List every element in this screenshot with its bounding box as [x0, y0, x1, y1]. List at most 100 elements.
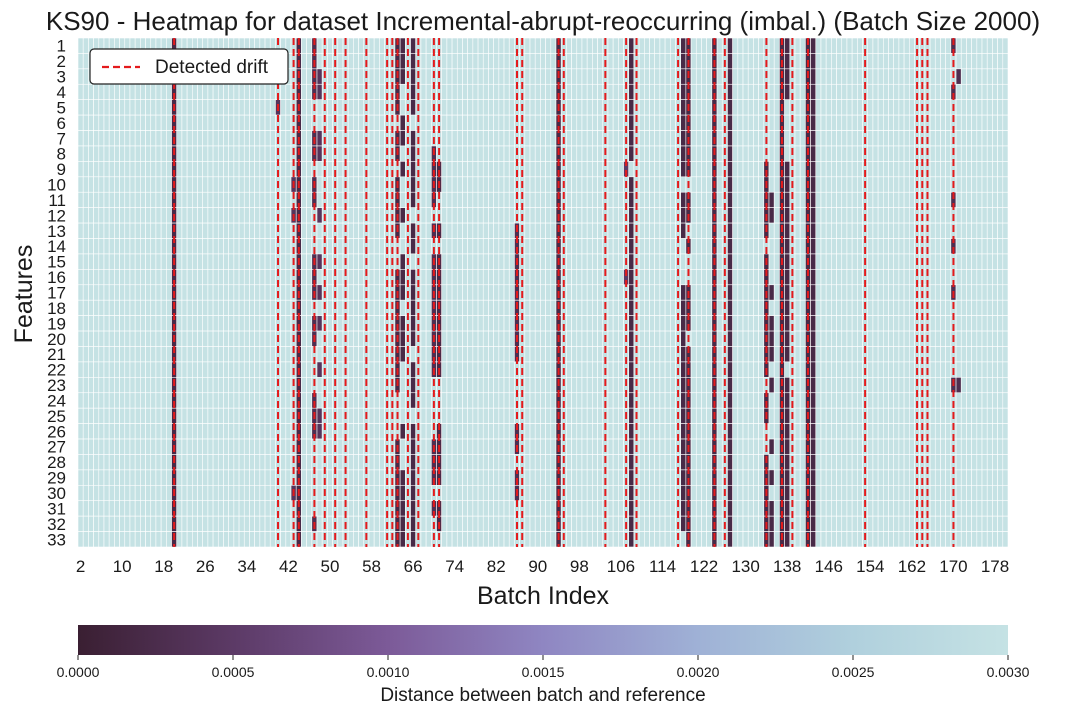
- heatmap-cell: [836, 423, 843, 440]
- heatmap-cell: [228, 99, 235, 116]
- heatmap-cell: [773, 299, 780, 316]
- heatmap-cell: [462, 269, 468, 286]
- heatmap-cell: [145, 407, 152, 424]
- heatmap-cell: [269, 269, 276, 286]
- heatmap-cell: [727, 361, 733, 378]
- heatmap-cell: [477, 145, 484, 162]
- heatmap-cell: [649, 145, 656, 162]
- heatmap-cell: [659, 392, 666, 409]
- heatmap-cell: [108, 407, 115, 424]
- heatmap-cell: [456, 392, 463, 409]
- heatmap-cell: [742, 222, 749, 239]
- heatmap-cell: [592, 407, 598, 424]
- heatmap-cell: [654, 484, 661, 502]
- heatmap-cell: [597, 191, 604, 208]
- heatmap-cell: [254, 176, 261, 193]
- heatmap-cell: [462, 99, 468, 116]
- heatmap-cell: [820, 361, 827, 378]
- heatmap-cell: [768, 438, 775, 455]
- heatmap-cell: [462, 83, 468, 100]
- heatmap-cell: [410, 253, 417, 270]
- heatmap-cell: [836, 377, 843, 394]
- heatmap-cell: [727, 531, 733, 548]
- heatmap-cell: [462, 469, 468, 486]
- heatmap-cell: [612, 53, 619, 70]
- heatmap-cell: [488, 53, 494, 70]
- heatmap-cell: [607, 99, 614, 116]
- heatmap-cell: [836, 130, 843, 147]
- heatmap-cell: [810, 515, 817, 532]
- heatmap-cell: [93, 392, 100, 409]
- heatmap-cell: [784, 37, 791, 54]
- heatmap-cell: [695, 207, 702, 224]
- heatmap-cell: [306, 222, 313, 239]
- heatmap-cell: [108, 531, 115, 548]
- heatmap-cell: [145, 361, 152, 378]
- heatmap-cell: [794, 145, 801, 162]
- heatmap-cell: [207, 284, 214, 301]
- heatmap-cell: [727, 145, 733, 162]
- heatmap-cell: [747, 68, 754, 85]
- heatmap-cell: [301, 438, 307, 455]
- heatmap-cell: [659, 377, 666, 394]
- heatmap-cell: [327, 269, 333, 286]
- heatmap-cell: [249, 392, 255, 409]
- heatmap-cell: [114, 99, 120, 116]
- heatmap-cell: [664, 284, 671, 301]
- heatmap-cell: [768, 346, 775, 363]
- heatmap-cell: [716, 377, 723, 394]
- heatmap-cell: [628, 114, 635, 131]
- heatmap-cell: [836, 330, 843, 347]
- heatmap-cell: [524, 500, 531, 517]
- heatmap-cell: [353, 469, 359, 486]
- heatmap-cell: [576, 191, 583, 208]
- heatmap-cell: [571, 330, 578, 347]
- heatmap-cell: [145, 423, 152, 440]
- heatmap-cell: [316, 238, 323, 255]
- heatmap-cell: [129, 515, 136, 532]
- heatmap-cell: [420, 423, 427, 440]
- heatmap-cell: [140, 469, 146, 486]
- heatmap-cell: [690, 484, 697, 502]
- heatmap-cell: [347, 392, 354, 409]
- heatmap-cell: [150, 161, 157, 178]
- heatmap-cell: [836, 53, 843, 70]
- heatmap-cell: [768, 207, 775, 224]
- heatmap-cell: [607, 500, 614, 517]
- heatmap-cell: [810, 361, 817, 378]
- heatmap-cell: [566, 330, 572, 347]
- heatmap-cell: [773, 99, 780, 116]
- heatmap-cell: [249, 176, 255, 193]
- heatmap-cell: [534, 222, 541, 239]
- heatmap-cell: [233, 222, 240, 239]
- heatmap-cell: [758, 238, 765, 255]
- heatmap-cell: [758, 284, 765, 301]
- heatmap-cell: [306, 114, 313, 131]
- heatmap-cell: [259, 454, 266, 471]
- heatmap-cell: [114, 191, 120, 208]
- heatmap-cell: [607, 37, 614, 54]
- heatmap-cell: [155, 299, 162, 316]
- heatmap-cell: [462, 299, 468, 316]
- heatmap-cell: [446, 238, 453, 255]
- heatmap-cell: [576, 469, 583, 486]
- heatmap-cell: [207, 515, 214, 532]
- heatmap-cell: [701, 191, 707, 208]
- heatmap-cell: [659, 191, 666, 208]
- heatmap-cell: [581, 315, 588, 332]
- heatmap-cell: [353, 53, 359, 70]
- heatmap-cell: [399, 299, 406, 316]
- heatmap-cell: [467, 377, 474, 394]
- heatmap-cell: [659, 330, 666, 347]
- heatmap-cell: [129, 284, 136, 301]
- heatmap-cell: [566, 500, 572, 517]
- heatmap-cell: [534, 269, 541, 286]
- heatmap-cell: [831, 238, 837, 255]
- heatmap-cell: [680, 114, 687, 131]
- heatmap-cell: [140, 484, 146, 502]
- heatmap-cell: [747, 469, 754, 486]
- heatmap-cell: [773, 161, 780, 178]
- heatmap-cell: [228, 145, 235, 162]
- heatmap-cell: [477, 299, 484, 316]
- heatmap-cell: [160, 361, 167, 378]
